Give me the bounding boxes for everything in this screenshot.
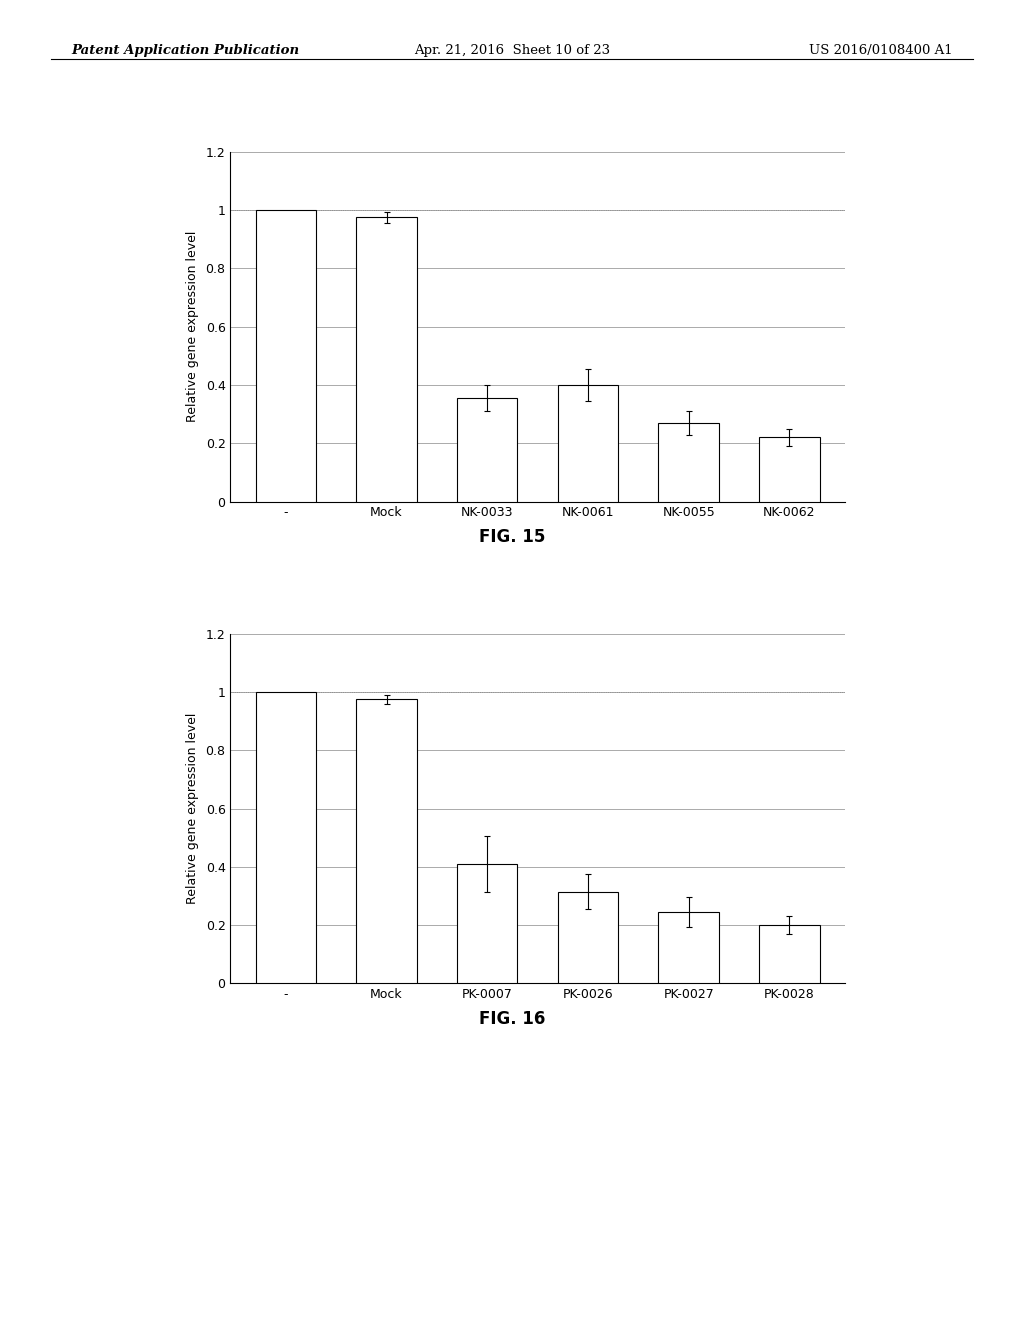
Text: Patent Application Publication: Patent Application Publication <box>72 44 300 57</box>
Text: FIG. 16: FIG. 16 <box>479 1010 545 1028</box>
Bar <box>457 863 517 983</box>
Bar <box>256 692 316 983</box>
Bar <box>558 385 618 502</box>
Bar <box>558 891 618 983</box>
Bar <box>356 218 417 502</box>
Bar <box>759 925 819 983</box>
Text: FIG. 15: FIG. 15 <box>479 528 545 546</box>
Bar <box>356 700 417 983</box>
Bar <box>256 210 316 502</box>
Text: US 2016/0108400 A1: US 2016/0108400 A1 <box>809 44 952 57</box>
Y-axis label: Relative gene expression level: Relative gene expression level <box>185 713 199 904</box>
Text: Apr. 21, 2016  Sheet 10 of 23: Apr. 21, 2016 Sheet 10 of 23 <box>414 44 610 57</box>
Bar <box>658 422 719 502</box>
Bar <box>457 399 517 502</box>
Bar <box>759 437 819 502</box>
Bar <box>658 912 719 983</box>
Y-axis label: Relative gene expression level: Relative gene expression level <box>185 231 199 422</box>
